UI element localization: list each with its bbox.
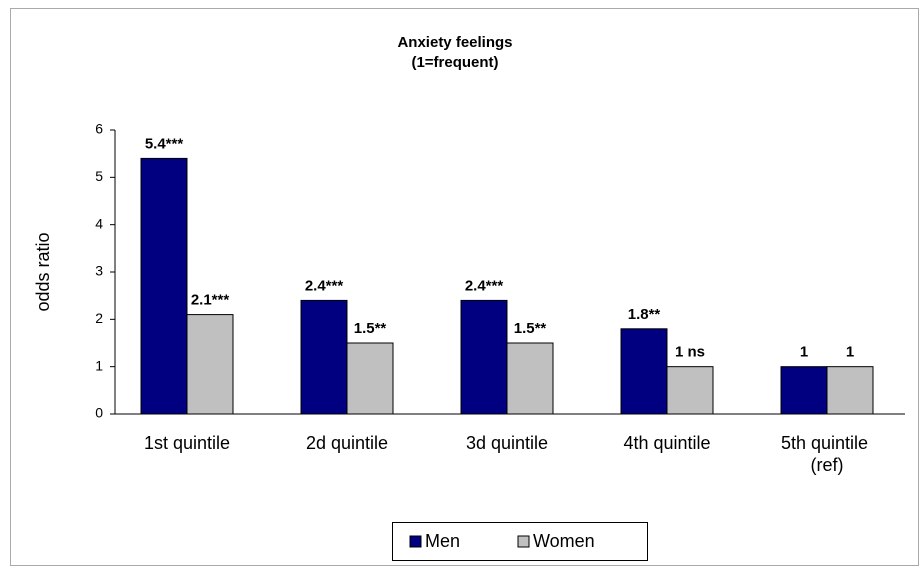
y-tick-label: 2: [95, 310, 103, 326]
data-label: 2.4***: [305, 277, 344, 294]
bar: [620, 328, 668, 415]
bar: [186, 314, 234, 415]
y-tick-label: 5: [95, 168, 103, 184]
x-tick-label: 5th quintile (ref): [781, 433, 873, 475]
chart-subtitle: (1=frequent): [411, 54, 498, 71]
x-tick-label: 2d quintile: [306, 433, 388, 453]
data-label: 1: [846, 344, 854, 361]
data-label: 1.5**: [514, 320, 547, 337]
bar: [300, 299, 348, 415]
data-label: 5.4***: [145, 135, 184, 152]
chart-title: Anxiety feelings: [397, 34, 512, 51]
bar: [780, 366, 828, 415]
bar: [826, 366, 874, 415]
y-tick-label: 4: [95, 215, 103, 231]
data-label: 1 ns: [675, 344, 705, 361]
data-label: 1.5**: [354, 320, 387, 337]
bar: [506, 342, 554, 415]
bar: [140, 157, 188, 415]
y-tick-label: 1: [95, 357, 103, 373]
legend-label: Men: [425, 531, 460, 551]
x-tick-label: 1st quintile: [144, 433, 230, 453]
bar: [346, 342, 394, 415]
data-label: 1.8**: [628, 306, 661, 323]
bar: [666, 366, 714, 415]
y-axis-title: odds ratio: [33, 232, 53, 311]
y-tick-label: 3: [95, 263, 103, 279]
x-tick-label: 3d quintile: [466, 433, 548, 453]
legend-swatch: [517, 535, 530, 548]
data-label: 2.4***: [465, 277, 504, 294]
bar: [460, 299, 508, 415]
legend-label: Women: [533, 531, 595, 551]
data-label: 1: [800, 344, 808, 361]
y-tick-label: 0: [95, 405, 103, 421]
y-tick-label: 6: [95, 121, 103, 137]
x-tick-label: 4th quintile: [623, 433, 710, 453]
data-label: 2.1***: [191, 292, 230, 309]
legend-swatch: [409, 535, 422, 548]
